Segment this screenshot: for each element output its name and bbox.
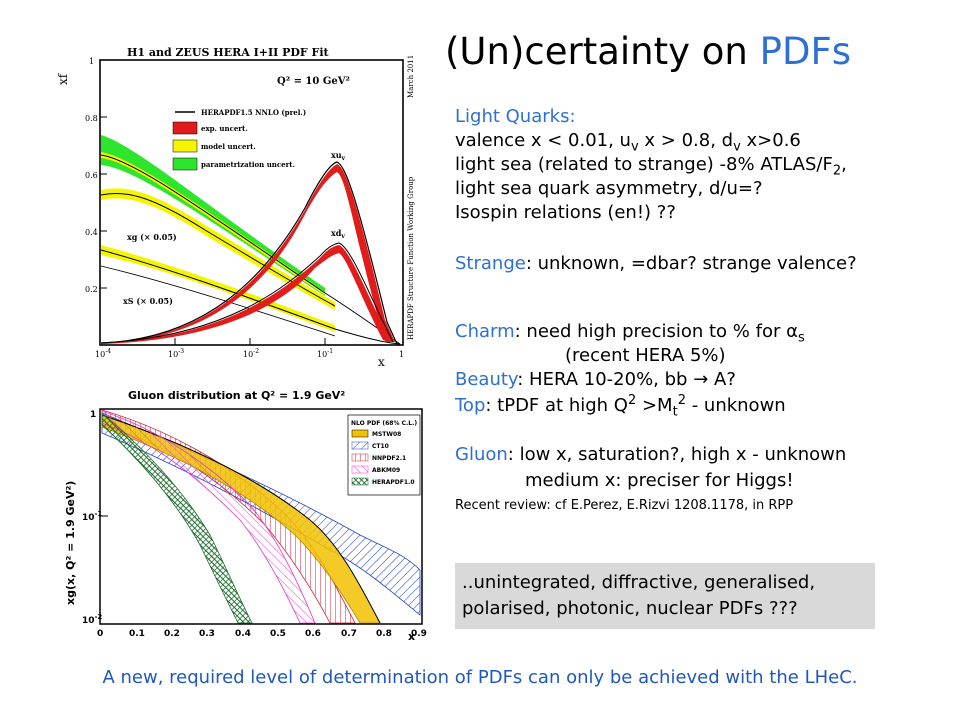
legend-label: HERAPDF1.0 <box>372 479 415 486</box>
legend-label: MSTW08 <box>372 431 401 438</box>
herapdf-plot: H1 and ZEUS HERA I+II PDF Fit Q² = 10 Ge… <box>56 46 415 369</box>
plot1-y-ticks: 1 0.8 0.6 0.4 0.2 <box>85 57 107 294</box>
xg-lower-band <box>101 188 335 310</box>
top-line: Top: tPDF at high Q2 >Mt2 - unknown <box>455 393 786 420</box>
x-tick: 0.6 <box>305 629 321 639</box>
x-tick: 0.1 <box>129 629 145 639</box>
light-quarks-line3: light sea quark asymmetry, d/u=? <box>455 178 763 199</box>
legend-label: HERAPDF1.5 NNLO (prel.) <box>201 108 306 117</box>
charm-line2: (recent HERA 5%) <box>565 345 726 366</box>
x-tick: 0.4 <box>235 629 251 639</box>
x-tick: 10-1 <box>317 348 333 359</box>
strange-line: Strange: unknown, =dbar? strange valence… <box>455 253 857 274</box>
y-tick: 10-1 <box>82 510 102 523</box>
x-tick: 0 <box>97 629 103 639</box>
footer-text: A new, required level of determination o… <box>102 667 858 688</box>
title-prefix: (Un)certainty on <box>445 30 760 73</box>
x-tick: 0.5 <box>270 629 286 639</box>
x-tick: 0.9 <box>411 629 427 639</box>
plot1-side-text: HERAPDF Structure Function Working Group <box>407 176 415 340</box>
legend-swatch-ct10 <box>351 441 369 450</box>
legend-label: NNPDF2.1 <box>372 455 406 462</box>
plot2-y-ticks: 1 10-1 10-2 <box>82 410 108 626</box>
legend-label: model uncert. <box>201 142 256 151</box>
xg-upper-curve <box>100 154 401 345</box>
beauty-line: Beauty: HERA 10-20%, bb → A? <box>455 369 736 390</box>
y-tick: 1 <box>90 410 96 420</box>
legend-swatch-abkm <box>351 465 369 474</box>
plot2-legend: NLO PDF (68% C.L.) MSTW08 CT10 NNPDF2.1 … <box>347 414 421 496</box>
legend-swatch-nnpdf <box>351 453 369 462</box>
legend-swatch-model <box>172 139 198 153</box>
xuv-curve <box>100 161 398 345</box>
plot1-y-axis-label: xf <box>56 72 70 85</box>
gluon-line: Gluon: low x, saturation?, high x - unkn… <box>455 444 847 465</box>
band-abkm <box>101 410 316 624</box>
plot1-q2-label: Q² = 10 GeV² <box>277 76 350 87</box>
light-quarks-line2: light sea (related to strange) -8% ATLAS… <box>455 154 847 179</box>
x-tick: 10-2 <box>243 348 259 359</box>
x-tick: 0.2 <box>164 629 180 639</box>
light-quarks-line4: Isospin relations (en!) ?? <box>455 202 676 223</box>
slide-title: (Un)certainty on PDFs <box>445 28 851 76</box>
band-herapdf <box>101 412 253 624</box>
xdv-curve <box>100 242 394 344</box>
x-tick: 0.3 <box>199 629 215 639</box>
legend-label: CT10 <box>372 443 389 450</box>
plot1-x-ticks: 10-4 10-3 10-2 10-1 1 <box>95 338 404 359</box>
note-box: ..unintegrated, diffractive, generalised… <box>455 563 875 629</box>
legend-swatch-herapdf <box>351 477 369 486</box>
xs-curve <box>100 249 401 345</box>
light-quarks-line1: valence x < 0.01, uv x > 0.8, dv x>0.6 <box>455 130 801 155</box>
gluon-line2: medium x: preciser for Higgs! <box>525 470 794 491</box>
charm-line: Charm: need high precision to % for αs <box>455 321 805 346</box>
note-line1: ..unintegrated, diffractive, generalised… <box>462 572 816 593</box>
plot2-x-axis-label: x <box>408 630 415 643</box>
x-tick: 10-3 <box>168 348 184 359</box>
x-tick: 0.7 <box>341 629 357 639</box>
title-highlight: PDFs <box>759 30 852 73</box>
plot2-y-axis-label: xg(x, Q² = 1.9 GeV²) <box>64 481 77 605</box>
label-xg: xg (× 0.05) <box>127 232 177 242</box>
x-tick: 0.8 <box>376 629 392 639</box>
y-tick: 0.4 <box>85 228 98 237</box>
legend-title: NLO PDF (68% C.L.) <box>351 420 417 427</box>
plot1-title: H1 and ZEUS HERA I+II PDF Fit <box>127 46 330 59</box>
label-xs: xS (× 0.05) <box>123 296 173 306</box>
gluon-plot: Gluon distribution at Q² = 1.9 GeV² xg(x… <box>60 385 440 650</box>
label-xdv: xdv <box>331 228 345 240</box>
legend-label: parametrization uncert. <box>201 160 295 169</box>
plot1-legend: HERAPDF1.5 NNLO (prel.) exp. uncert. mod… <box>172 108 306 171</box>
xg-curve <box>100 192 336 307</box>
xs-curve-2 <box>100 265 336 337</box>
legend-swatch-exp <box>172 121 198 135</box>
plot1-date-text: March 2011 <box>407 55 415 98</box>
legend-swatch-param <box>172 157 198 171</box>
plot2-title: Gluon distribution at Q² = 1.9 GeV² <box>128 389 345 402</box>
note-line2: polarised, photonic, nuclear PDFs ??? <box>462 598 798 619</box>
plot1-x-axis-label: x <box>378 355 385 369</box>
x-tick: 1 <box>399 350 404 359</box>
y-tick: 0.6 <box>85 171 98 180</box>
review-line: Recent review: cf E.Perez, E.Rizvi 1208.… <box>455 498 794 513</box>
legend-swatch-mstw <box>351 429 369 438</box>
x-tick: 10-4 <box>95 348 111 359</box>
y-tick: 0.2 <box>85 285 98 294</box>
label-xuv: xuv <box>331 150 346 162</box>
light-quarks-heading: Light Quarks: <box>455 106 576 127</box>
y-tick: 10-2 <box>82 613 102 626</box>
legend-label: ABKM09 <box>372 467 400 474</box>
plot2-x-ticks: 0 0.1 0.2 0.3 0.4 0.5 0.6 0.7 0.8 0.9 <box>97 629 427 639</box>
legend-label: exp. uncert. <box>201 124 248 133</box>
plot1-frame <box>99 59 404 346</box>
line-mstw <box>101 414 381 624</box>
xs-band <box>101 245 335 332</box>
y-tick: 0.8 <box>85 114 98 123</box>
y-tick: 1 <box>89 57 94 66</box>
